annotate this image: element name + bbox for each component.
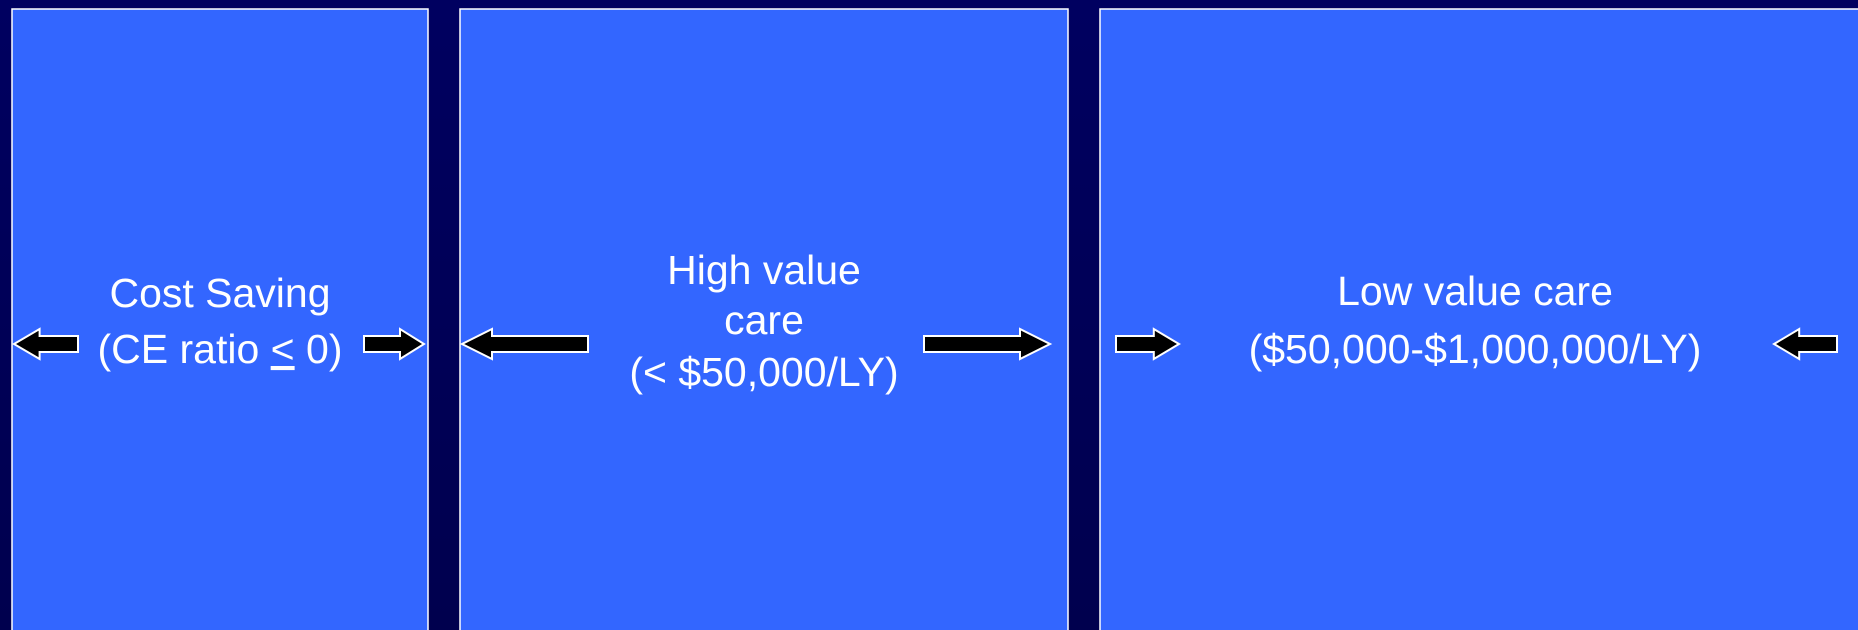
- panel-text: Cost Saving: [109, 270, 330, 316]
- panel-text: High value: [667, 247, 861, 293]
- panel-low-value: [1099, 8, 1858, 630]
- panel-cost-saving: [11, 8, 429, 630]
- panel-high-value: [459, 8, 1069, 630]
- panel-text: care: [724, 297, 804, 343]
- panel-text: Low value care: [1337, 268, 1613, 314]
- arrow: [459, 327, 589, 361]
- panel-text: (CE ratio < 0): [98, 326, 343, 372]
- arrow: [1772, 327, 1838, 361]
- ratio-text: 0): [295, 326, 343, 372]
- ratio-symbol: <: [271, 326, 295, 372]
- arrow: [363, 327, 426, 361]
- arrows: [12, 327, 1838, 361]
- arrow: [12, 327, 79, 361]
- arrow: [1115, 327, 1181, 361]
- panel-text: ($50,000-$1,000,000/LY): [1249, 326, 1702, 372]
- arrow: [923, 327, 1053, 361]
- panel-text: (< $50,000/LY): [629, 349, 898, 395]
- ratio-text: (CE ratio: [98, 326, 271, 372]
